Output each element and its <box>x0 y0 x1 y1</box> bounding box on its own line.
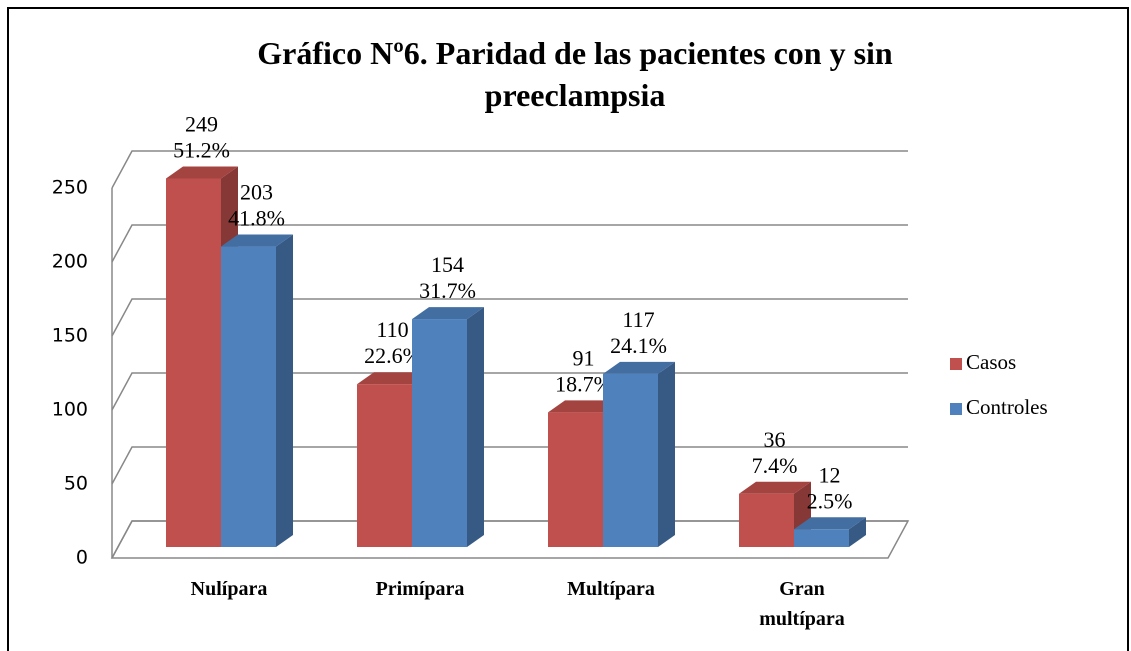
value-label: 12 <box>819 462 841 487</box>
bar <box>548 412 603 547</box>
value-label: 154 <box>431 252 464 277</box>
grid-line <box>111 150 908 189</box>
percent-label: 41.8% <box>228 206 285 231</box>
legend-swatch <box>950 358 962 370</box>
bar-top <box>166 166 238 179</box>
y-tick-label: 250 <box>52 177 88 199</box>
percent-label: 51.2% <box>173 138 230 163</box>
bar-top <box>548 400 620 413</box>
y-tick-label: 200 <box>52 251 88 273</box>
y-tick-label: 150 <box>52 325 88 347</box>
bar-top <box>603 361 675 374</box>
bar-side <box>276 234 293 547</box>
value-label: 36 <box>764 427 786 452</box>
bar <box>221 246 276 547</box>
legend-swatch <box>950 403 962 415</box>
value-label: 203 <box>240 180 273 205</box>
percent-label: 22.6% <box>364 343 421 368</box>
bar <box>739 493 794 547</box>
y-tick-label: 0 <box>76 547 88 569</box>
bar-side <box>467 307 484 547</box>
bar <box>412 319 467 547</box>
bar-top <box>221 234 293 247</box>
value-label: 110 <box>376 317 408 342</box>
bar <box>357 384 412 547</box>
bar-side <box>849 517 866 547</box>
y-tick-label: 50 <box>64 473 88 495</box>
grid-line <box>111 298 908 337</box>
x-tick-label: Multípara <box>567 578 655 600</box>
legend-label: Controles <box>966 395 1048 419</box>
bar-side <box>658 361 675 547</box>
bar <box>603 373 658 547</box>
y-tick-label: 100 <box>52 399 88 421</box>
value-label: 249 <box>185 112 218 137</box>
x-tick-label: Primípara <box>375 578 465 600</box>
frame <box>7 7 1129 651</box>
x-tick-label: Nulípara <box>190 578 268 600</box>
bar-top <box>794 517 866 530</box>
grid-line <box>111 224 908 263</box>
bar <box>794 529 849 547</box>
chart-title: Gráfico Nº6. Paridad de las pacientes co… <box>257 35 893 113</box>
percent-label: 31.7% <box>419 278 476 303</box>
percent-label: 18.7% <box>555 371 612 396</box>
bar-top <box>357 372 429 385</box>
value-label: 91 <box>573 345 595 370</box>
legend-label: Casos <box>966 350 1016 374</box>
bar-top <box>739 481 811 494</box>
x-tick-label: Gran multípara <box>759 578 845 630</box>
percent-label: 24.1% <box>610 333 667 358</box>
value-label: 117 <box>622 307 654 332</box>
percent-label: 2.5% <box>807 488 853 513</box>
percent-label: 7.4% <box>752 453 798 478</box>
bar-top <box>412 307 484 320</box>
bar <box>166 178 221 548</box>
